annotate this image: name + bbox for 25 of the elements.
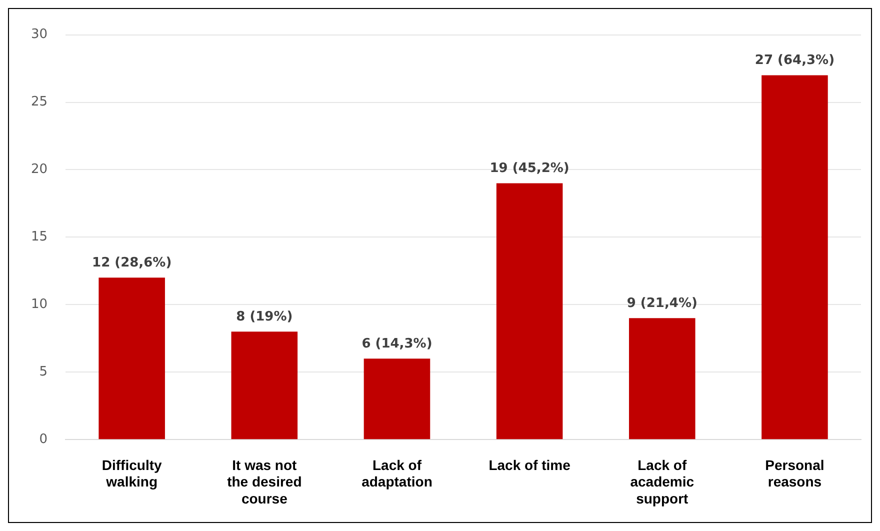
- data-label: 6 (14,3%): [362, 336, 432, 352]
- bar: [231, 332, 298, 440]
- x-tick-label: Personal reasons: [765, 456, 824, 490]
- bar: [762, 75, 828, 440]
- x-tick-label: Lack of academic support: [630, 456, 694, 506]
- data-label: 12 (28,6%): [92, 256, 172, 271]
- x-tick-label: Difficulty walking: [102, 456, 162, 490]
- bar: [364, 358, 430, 440]
- y-tick-label: 0: [39, 432, 48, 447]
- x-tick-label: Lack of time: [488, 456, 571, 473]
- y-tick-label: 25: [30, 94, 48, 110]
- data-label: 9 (21,4%): [626, 296, 698, 312]
- x-tick-label: It was not the desired course: [227, 456, 302, 506]
- y-tick-label: 20: [30, 162, 48, 178]
- bar: [98, 278, 165, 440]
- x-tick-label: Lack of adaptation: [362, 456, 432, 490]
- y-tick-label: 30: [30, 27, 48, 42]
- data-label: 19 (45,2%): [490, 161, 570, 176]
- data-label: 8 (19%): [236, 310, 293, 325]
- y-tick-label: 10: [30, 297, 48, 312]
- y-tick-label: 5: [39, 364, 48, 380]
- bar: [628, 318, 696, 440]
- bar: [496, 183, 563, 440]
- y-tick-label: 15: [30, 230, 48, 245]
- data-label: 27 (64,3%): [754, 53, 835, 68]
